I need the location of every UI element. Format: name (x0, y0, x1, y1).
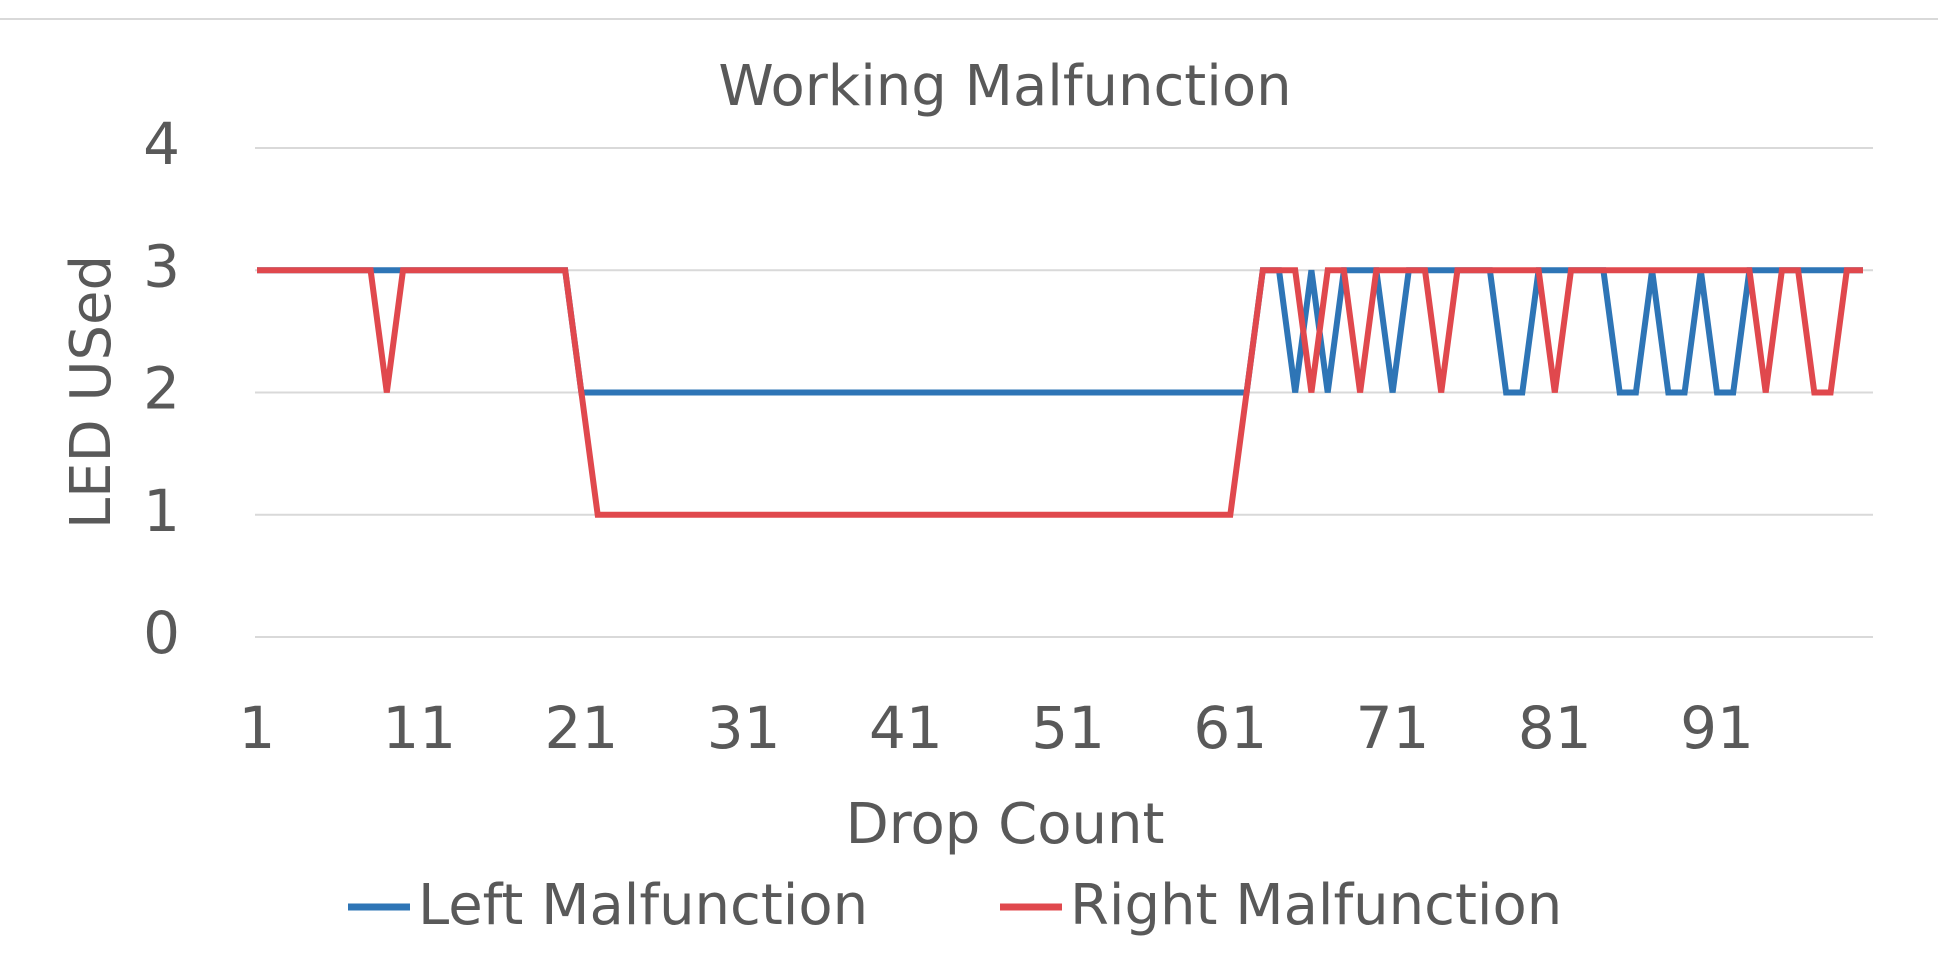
x-tick-label: 1 (239, 694, 276, 762)
chart-title: Working Malfunction (718, 54, 1291, 119)
y-tick-label: 3 (143, 232, 180, 300)
y-tick-label: 4 (143, 110, 180, 178)
x-tick-label: 51 (1031, 694, 1105, 762)
x-tick-label: 21 (545, 694, 619, 762)
legend-label: Right Malfunction (1070, 873, 1562, 938)
x-tick-label: 31 (707, 694, 781, 762)
y-tick-label: 1 (143, 477, 180, 545)
x-tick-label: 41 (869, 694, 943, 762)
x-axis-title: Drop Count (846, 792, 1165, 857)
x-tick-label: 91 (1680, 694, 1754, 762)
legend-label: Left Malfunction (418, 873, 868, 938)
x-tick-label: 61 (1193, 694, 1267, 762)
series-line (257, 267, 1863, 396)
x-tick-label: 71 (1356, 694, 1430, 762)
x-tick-label: 81 (1518, 694, 1592, 762)
x-tick-label: 11 (382, 694, 456, 762)
y-axis-title: LED USed (59, 255, 124, 529)
y-tick-label: 0 (143, 599, 180, 667)
series-line (257, 267, 1863, 518)
y-tick-label: 2 (143, 355, 180, 423)
